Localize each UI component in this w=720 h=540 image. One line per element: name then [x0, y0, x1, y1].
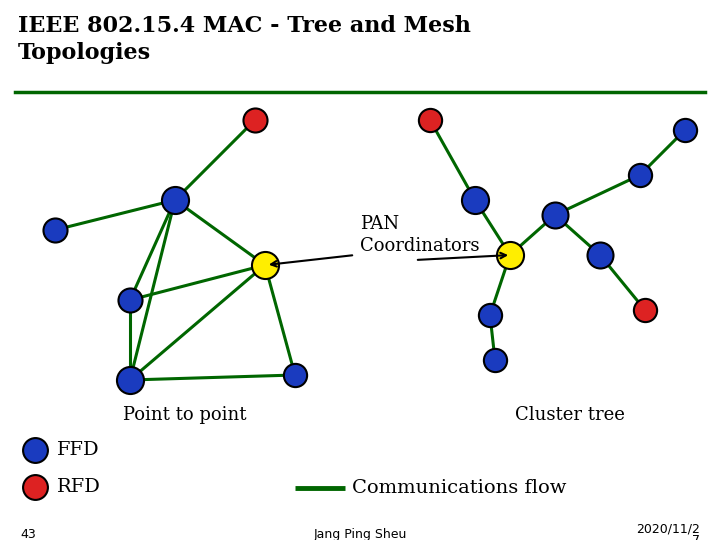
Point: [289, 370, 301, 379]
Point: [30, 483, 41, 491]
Point: [594, 251, 606, 259]
Point: [549, 211, 561, 219]
Point: [469, 195, 481, 204]
Point: [30, 446, 41, 454]
Text: Point to point: Point to point: [123, 406, 247, 424]
Point: [259, 261, 271, 269]
Text: Jang Ping Sheu: Jang Ping Sheu: [313, 528, 407, 540]
Text: PAN
Coordinators: PAN Coordinators: [360, 215, 480, 255]
Point: [424, 116, 436, 124]
Point: [169, 195, 181, 204]
Text: RFD: RFD: [57, 478, 101, 496]
Text: Cluster tree: Cluster tree: [515, 406, 625, 424]
Text: FFD: FFD: [57, 441, 99, 459]
Text: Communications flow: Communications flow: [352, 479, 567, 497]
Point: [249, 116, 261, 124]
Point: [679, 126, 690, 134]
Text: IEEE 802.15.4 MAC - Tree and Mesh
Topologies: IEEE 802.15.4 MAC - Tree and Mesh Topolo…: [18, 15, 471, 64]
Point: [49, 226, 60, 234]
Point: [490, 356, 501, 364]
Point: [125, 376, 136, 384]
Point: [504, 251, 516, 259]
Point: [485, 310, 496, 319]
Text: 2020/11/2
7: 2020/11/2 7: [636, 522, 700, 540]
Point: [125, 296, 136, 305]
Point: [639, 306, 651, 314]
Point: [634, 171, 646, 179]
Text: 43: 43: [20, 528, 36, 540]
